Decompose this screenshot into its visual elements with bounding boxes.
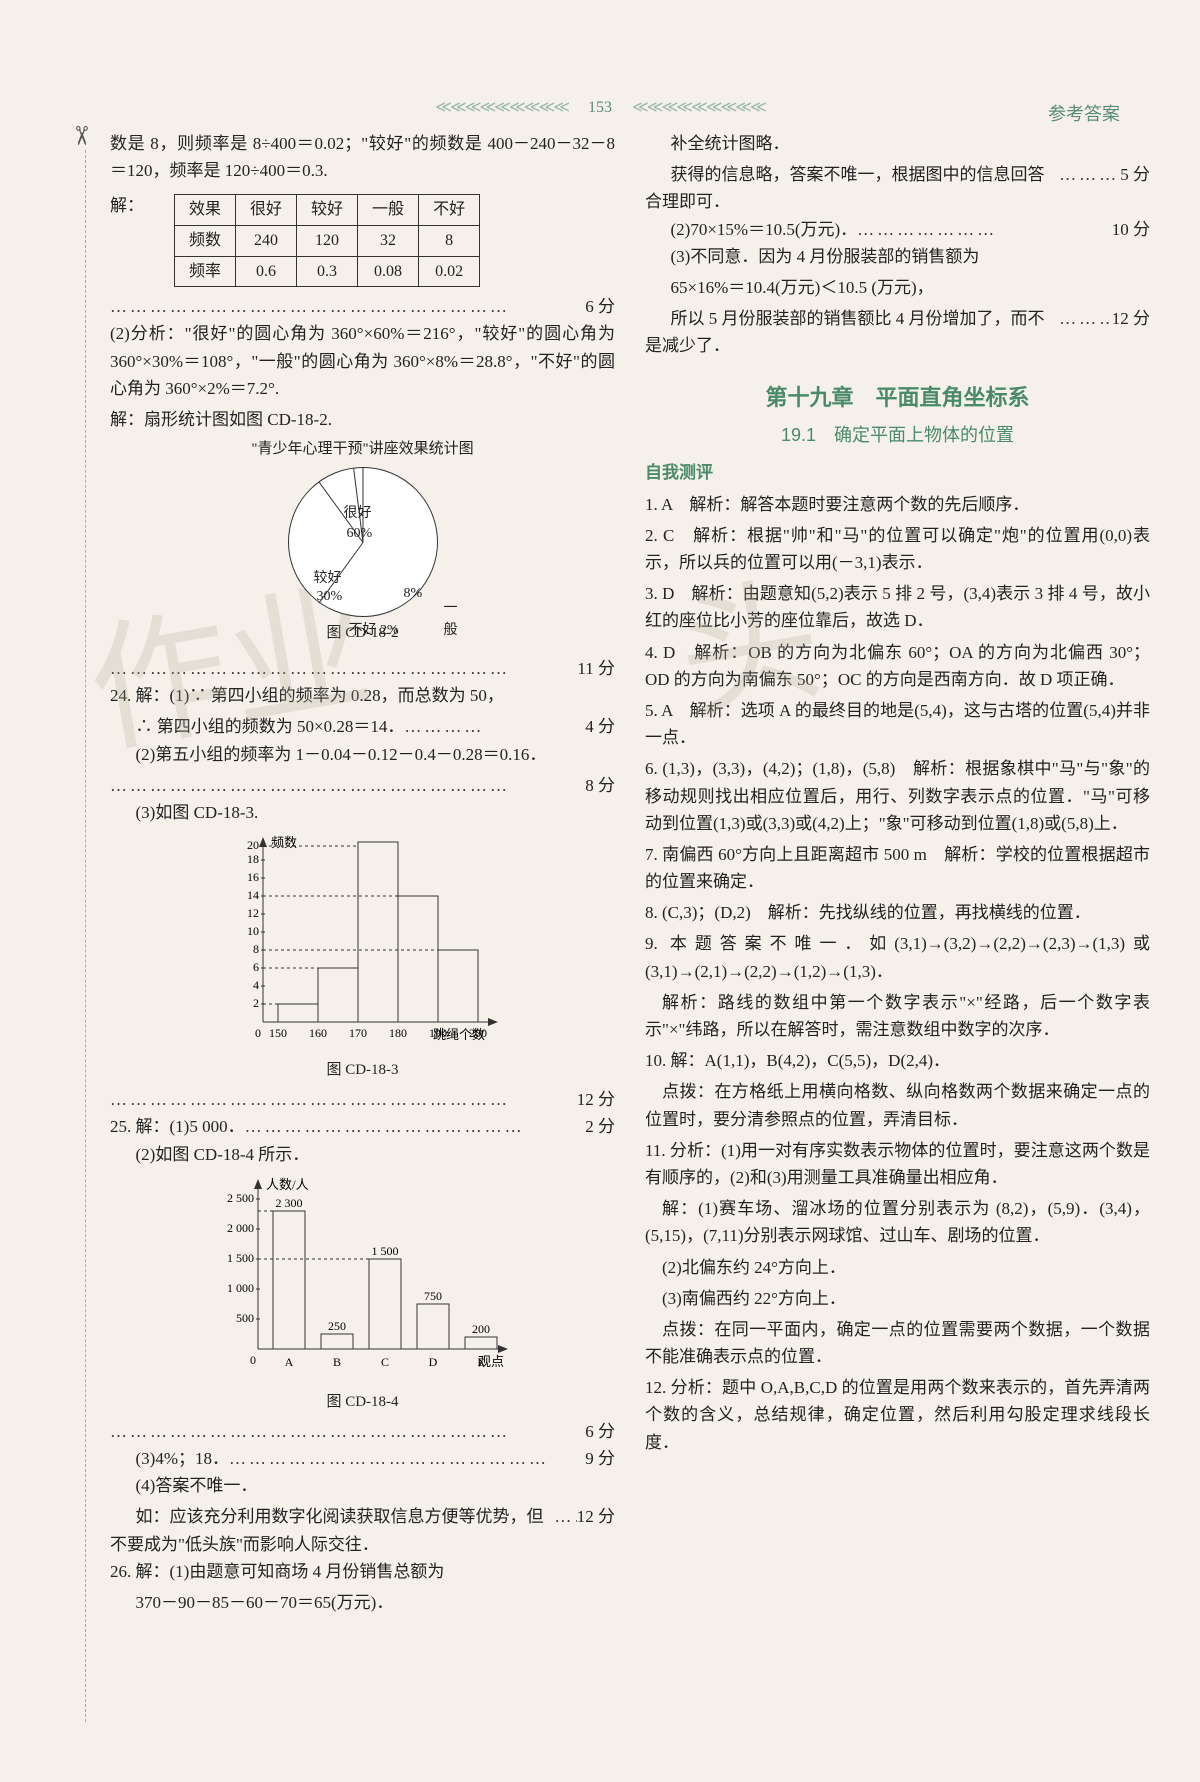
- svg-text:E: E: [477, 1355, 484, 1369]
- answer-11-3: (3)南偏西约 22°方向上．: [645, 1285, 1150, 1312]
- svg-text:0: 0: [250, 1353, 256, 1367]
- answer-3: 3. D 解析：由题意知(5,2)表示 5 排 2 号，(3,4)表示 3 排 …: [645, 580, 1150, 634]
- answer-11: 11. 分析：(1)用一对有序实数表示物体的位置时，要注意这两个数是有顺序的，(…: [645, 1137, 1150, 1191]
- svg-text:D: D: [428, 1355, 437, 1369]
- q24-1: 24. 解：(1)∵ 第四小组的频率为 0.28，而总数为 50，: [110, 682, 615, 709]
- q24-2: (2)第五小组的频率为 1－0.04－0.12－0.4－0.28＝0.16．: [110, 741, 615, 768]
- q25-1: 25. 解：(1)5 000．……………………………………2 分: [110, 1113, 615, 1140]
- svg-text:2: 2: [253, 996, 259, 1010]
- svg-text:18: 18: [247, 852, 259, 866]
- pie-chart: 很好 60% 较好 30% 8% 一般 不好 2% 图 CD-18-2: [110, 467, 615, 649]
- svg-text:1 000: 1 000: [227, 1281, 254, 1295]
- svg-text:750: 750: [424, 1289, 442, 1303]
- page-number: 153: [588, 95, 612, 121]
- pie-solution: 解：扇形统计图如图 CD-18-2.: [110, 406, 615, 433]
- q25-4b: 如：应该充分利用数字化阅读获取信息方便等优势，但不要成为"低头族"而影响人际交往…: [110, 1503, 615, 1557]
- svg-text:190: 190: [429, 1026, 447, 1040]
- answer-11-2: (2)北偏东约 24°方向上．: [645, 1254, 1150, 1281]
- svg-text:2 300: 2 300: [275, 1196, 302, 1210]
- q26b: 370－90－85－60－70＝65(万元)．: [110, 1589, 615, 1616]
- page-header: ≪≪≪≪≪≪≪≪≪ 153 ≪≪≪≪≪≪≪≪≪: [0, 95, 1200, 121]
- sub-head: 自我测评: [645, 459, 1150, 486]
- svg-text:14: 14: [247, 888, 259, 902]
- q26: 26. 解：(1)由题意可知商场 4 月份销售总额为: [110, 1558, 615, 1585]
- score-6a: ……………………………………………………6 分: [110, 293, 615, 320]
- cut-line: [85, 150, 86, 1722]
- answer-9b: 解析：路线的数组中第一个数字表示"×"经路，后一个数字表示"×"纬路，所以在解答…: [645, 989, 1150, 1043]
- svg-text:频数: 频数: [271, 835, 297, 850]
- answer-11s: 解：(1)赛车场、溜冰场的位置分别表示为 (8,2)，(5,9)．(3,4)，(…: [645, 1195, 1150, 1249]
- answer-10b: 点拨：在方格纸上用横向格数、纵向格数两个数据来确定一点的位置时，要分清参照点的位…: [645, 1078, 1150, 1132]
- svg-text:200: 200: [472, 1322, 490, 1336]
- score-6b: ……………………………………………………6 分: [110, 1418, 615, 1445]
- r6: 所以 5 月份服装部的销售额比 4 月份增加了，而不是减少了．………12 分: [645, 305, 1150, 359]
- svg-text:250: 250: [328, 1319, 346, 1333]
- answer-8: 8. (C,3)；(D,2) 解析：先找纵线的位置，再找横线的位置．: [645, 899, 1150, 926]
- answer-10: 10. 解：A(1,1)，B(4,2)，C(5,5)，D(2,4)．: [645, 1047, 1150, 1074]
- right-column: 补全统计图略． 获得的信息略，答案不唯一，根据图中的信息回答合理即可．………5 …: [645, 130, 1150, 1620]
- svg-text:170: 170: [349, 1026, 367, 1040]
- q25-2: (2)如图 CD-18-4 所示．: [110, 1141, 615, 1168]
- answer-5: 5. A 解析：选项 A 的最终目的地是(5,4)，这与古塔的位置(5,4)并非…: [645, 697, 1150, 751]
- svg-text:160: 160: [309, 1026, 327, 1040]
- header-label: 参考答案: [1048, 100, 1120, 129]
- svg-text:C: C: [380, 1355, 388, 1369]
- svg-text:A: A: [284, 1355, 293, 1369]
- svg-text:200: 200: [469, 1026, 487, 1040]
- answer-9: 9. 本题答案不唯一．如(3,1)→(3,2)→(2,2)→(2,3)→(1,3…: [645, 930, 1150, 984]
- q24-1b: ∴ 第四小组的频数为 50×0.28＝14．…………4 分: [110, 713, 615, 740]
- frequency-table: 效果很好 较好一般 不好 频数240 12032 8 频率0.6 0.30.08…: [174, 194, 480, 287]
- svg-text:20: 20: [247, 838, 259, 852]
- svg-text:150: 150: [269, 1026, 287, 1040]
- q25-3: (3)4%；18．…………………………………………9 分: [110, 1445, 615, 1472]
- answer-6: 6. (1,3)，(3,3)，(4,2)；(1,8)，(5,8) 解析：根据象棋…: [645, 755, 1150, 837]
- svg-text:4: 4: [253, 978, 259, 992]
- hist-caption: 图 CD-18-3: [110, 1058, 615, 1082]
- svg-text:12: 12: [247, 906, 259, 920]
- section-title: 19.1 确定平面上物体的位置: [645, 421, 1150, 450]
- svg-text:2 500: 2 500: [227, 1191, 254, 1205]
- svg-text:人数/人: 人数/人: [266, 1177, 309, 1192]
- analysis-2: (2)分析："很好"的圆心角为 360°×60%＝216°，"较好"的圆心角为 …: [110, 320, 615, 402]
- svg-text:16: 16: [247, 870, 259, 884]
- svg-text:8: 8: [253, 942, 259, 956]
- q25-4: (4)答案不唯一．: [110, 1472, 615, 1499]
- answer-7: 7. 南偏西 60°方向上且距离超市 500 m 解析：学校的位置根据超市的位置…: [645, 841, 1150, 895]
- bar-caption: 图 CD-18-4: [110, 1390, 615, 1414]
- pie-title: "青少年心理干预"讲座效果统计图: [110, 437, 615, 461]
- bar-chart-cd-18-4: 人数/人 观点 500 1 000 1 500 2 000 2 500 2 30…: [203, 1174, 523, 1384]
- answer-2: 2. C 解析：根据"帅"和"马"的位置可以确定"炮"的位置用(0,0)表示，所…: [645, 522, 1150, 576]
- chapter-title: 第十九章 平面直角坐标系: [645, 380, 1150, 415]
- table-label: 解：: [110, 192, 144, 219]
- svg-text:500: 500: [236, 1311, 254, 1325]
- q24-3: (3)如图 CD-18-3.: [110, 799, 615, 826]
- svg-text:10: 10: [247, 924, 259, 938]
- answer-1: 1. A 解析：解答本题时要注意两个数的先后顺序．: [645, 491, 1150, 518]
- r3: (2)70×15%＝10.5(万元)．…………………10 分: [645, 216, 1150, 243]
- intro-text: 数是 8，则频率是 8÷400＝0.02；"较好"的频数是 400－240－32…: [110, 130, 615, 184]
- answer-12: 12. 分析：题中 O,A,B,C,D 的位置是用两个数来表示的，首先弄清两个数…: [645, 1374, 1150, 1456]
- svg-text:1 500: 1 500: [227, 1251, 254, 1265]
- score-8: ……………………………………………………8 分: [110, 772, 615, 799]
- svg-text:0: 0: [255, 1026, 261, 1040]
- scissor-icon: ✂: [60, 125, 102, 147]
- svg-text:B: B: [332, 1355, 340, 1369]
- score-11: ……………………………………………………11 分: [110, 655, 615, 682]
- svg-text:6: 6: [253, 960, 259, 974]
- svg-text:180: 180: [389, 1026, 407, 1040]
- answer-4: 4. D 解析：OB 的方向为北偏东 60°；OA 的方向为北偏西 30°；OD…: [645, 639, 1150, 693]
- answer-11p: 点拨：在同一平面内，确定一点的位置需要两个数据，一个数据不能准确表示点的位置．: [645, 1316, 1150, 1370]
- r2: 获得的信息略，答案不唯一，根据图中的信息回答合理即可．………5 分: [645, 161, 1150, 215]
- left-column: 数是 8，则频率是 8÷400＝0.02；"较好"的频数是 400－240－32…: [110, 130, 615, 1620]
- svg-text:1 500: 1 500: [371, 1244, 398, 1258]
- svg-text:2 000: 2 000: [227, 1221, 254, 1235]
- r4: (3)不同意．因为 4 月份服装部的销售额为: [645, 243, 1150, 270]
- r1: 补全统计图略．: [645, 130, 1150, 157]
- histogram-cd-18-3: 频数 跳绳个数 2 4 6 8 10 12 14 16 18 20: [213, 832, 513, 1052]
- score-12a: ……………………………………………………12 分: [110, 1086, 615, 1113]
- r5: 65×16%＝10.4(万元)＜10.5 (万元)，: [645, 274, 1150, 301]
